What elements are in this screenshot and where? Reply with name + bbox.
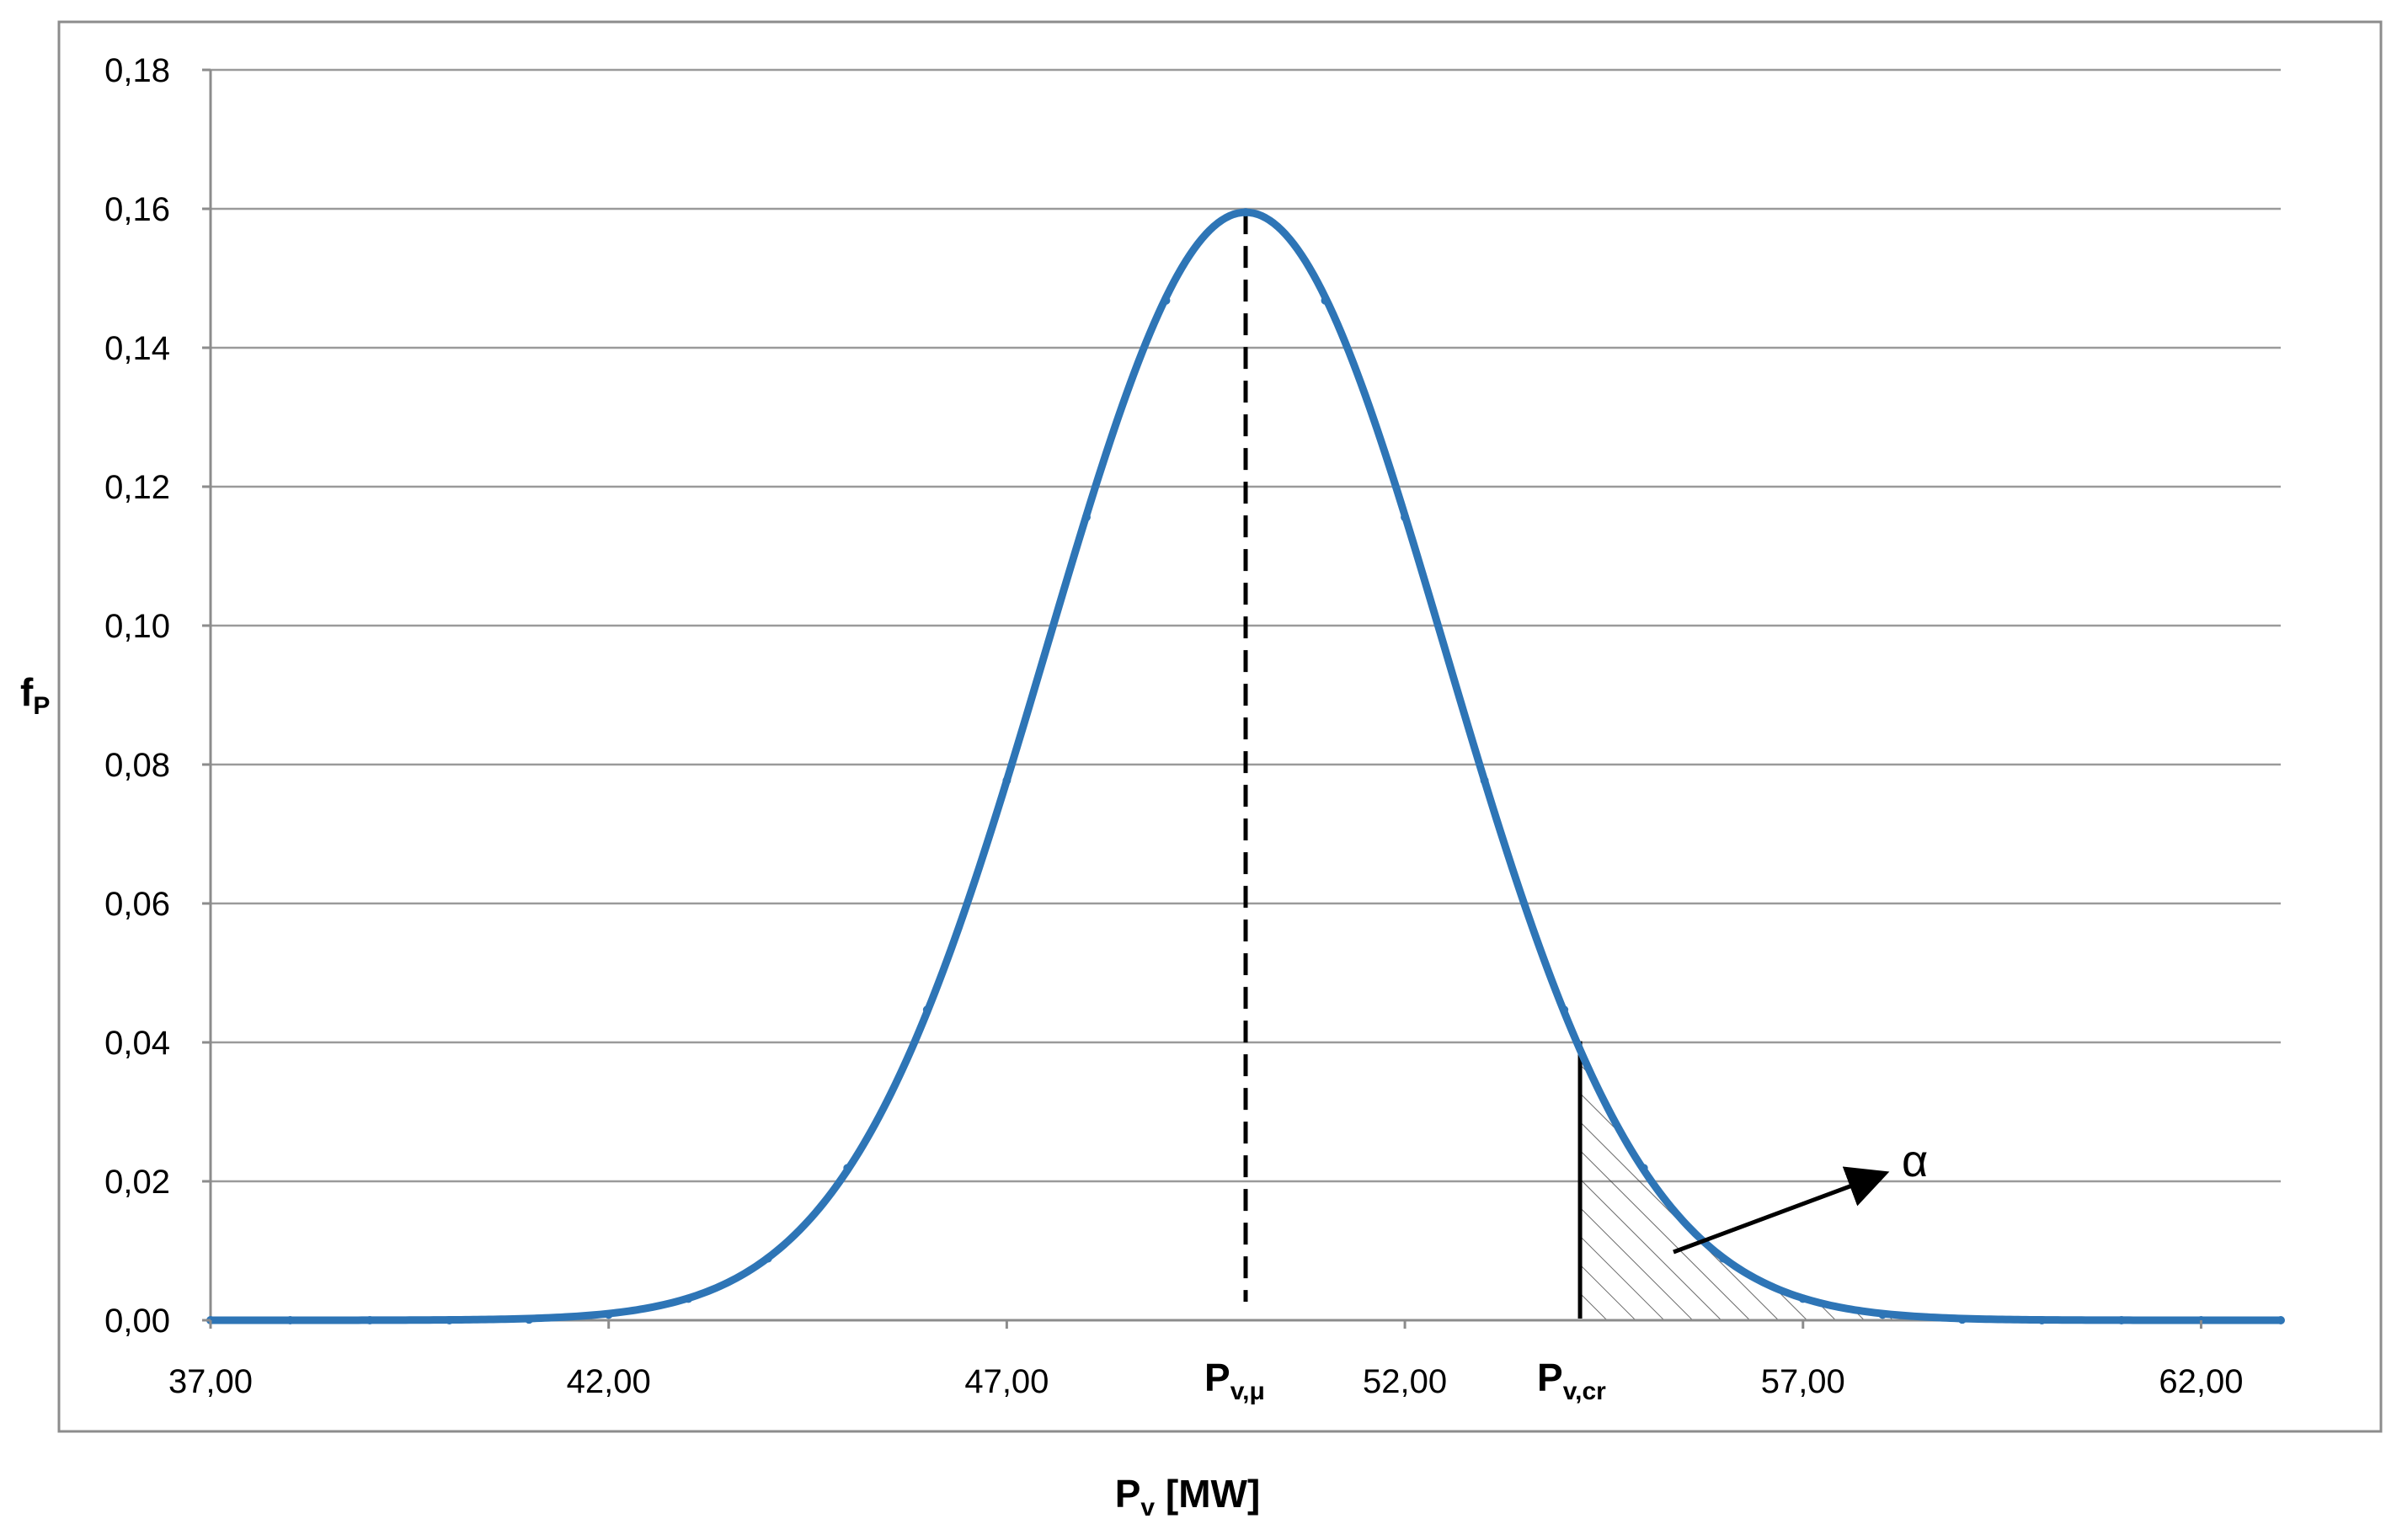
data-point [1002,775,1012,785]
alpha-label: α [1902,1136,1928,1186]
data-point [1957,1315,1967,1324]
data-point [286,1316,295,1324]
data-point [1878,1310,1887,1319]
y-tick-label: 0,00 [104,1303,170,1340]
data-point [2277,1316,2285,1324]
critical-label: Pv,cr [1537,1356,1606,1405]
mean-label: Pv,μ [1204,1356,1265,1405]
alpha-area [1580,1049,2281,1320]
y-tick-label: 0,12 [104,469,170,506]
annotation-lines [1243,212,1583,1319]
data-point [1719,1254,1728,1263]
y-tick-label: 0,06 [104,886,170,923]
x-tick-label: 47,00 [964,1363,1049,1400]
data-point [1401,513,1410,522]
data-point [2116,1316,2126,1324]
data-point [1241,208,1250,217]
x-tick-labels: 37,00 42,00 47,00 52,00 57,00 62,00 [168,1320,2244,1400]
data-point [684,1294,693,1303]
x-tick-label: 57,00 [1761,1363,1845,1400]
y-tick-label: 0,16 [104,191,170,228]
x-tick-label: 37,00 [168,1363,253,1400]
data-point [1161,296,1171,305]
data-point [2037,1316,2047,1324]
y-tick-label: 0,02 [104,1164,170,1201]
data-point [604,1310,613,1319]
chart-frame [57,20,2383,1433]
data-point [525,1315,534,1324]
series-layer [206,208,2285,1324]
y-tick-label: 0,10 [104,608,170,645]
x-axis-title: Pv [MW] [1115,1472,1261,1521]
data-point [1081,513,1091,522]
shaded-tail-area [1580,1049,2281,1320]
data-point [763,1254,772,1263]
y-axis-title: fP [20,670,50,720]
data-point [1639,1164,1648,1173]
y-tick-label: 0,18 [104,52,170,89]
y-tick-label: 0,14 [104,330,170,367]
alpha-arrow [1673,1166,1890,1255]
y-tick-labels: 0,00 0,02 0,04 0,06 0,08 0,10 0,12 0,14 0,16 0,18 [104,52,211,1340]
x-tick-label: 52,00 [1363,1363,1447,1400]
y-tick-label: 0,04 [104,1025,170,1062]
x-tick-label: 62,00 [2159,1363,2243,1400]
data-point [1560,1005,1569,1015]
data-point [366,1316,375,1324]
y-tick-label: 0,08 [104,747,170,784]
data-point [445,1316,454,1324]
data-point [1798,1294,1807,1303]
data-point [922,1005,931,1015]
data-point [1480,775,1489,785]
data-point [1321,296,1330,305]
x-tick-label: 42,00 [567,1363,651,1400]
data-point [843,1164,852,1173]
